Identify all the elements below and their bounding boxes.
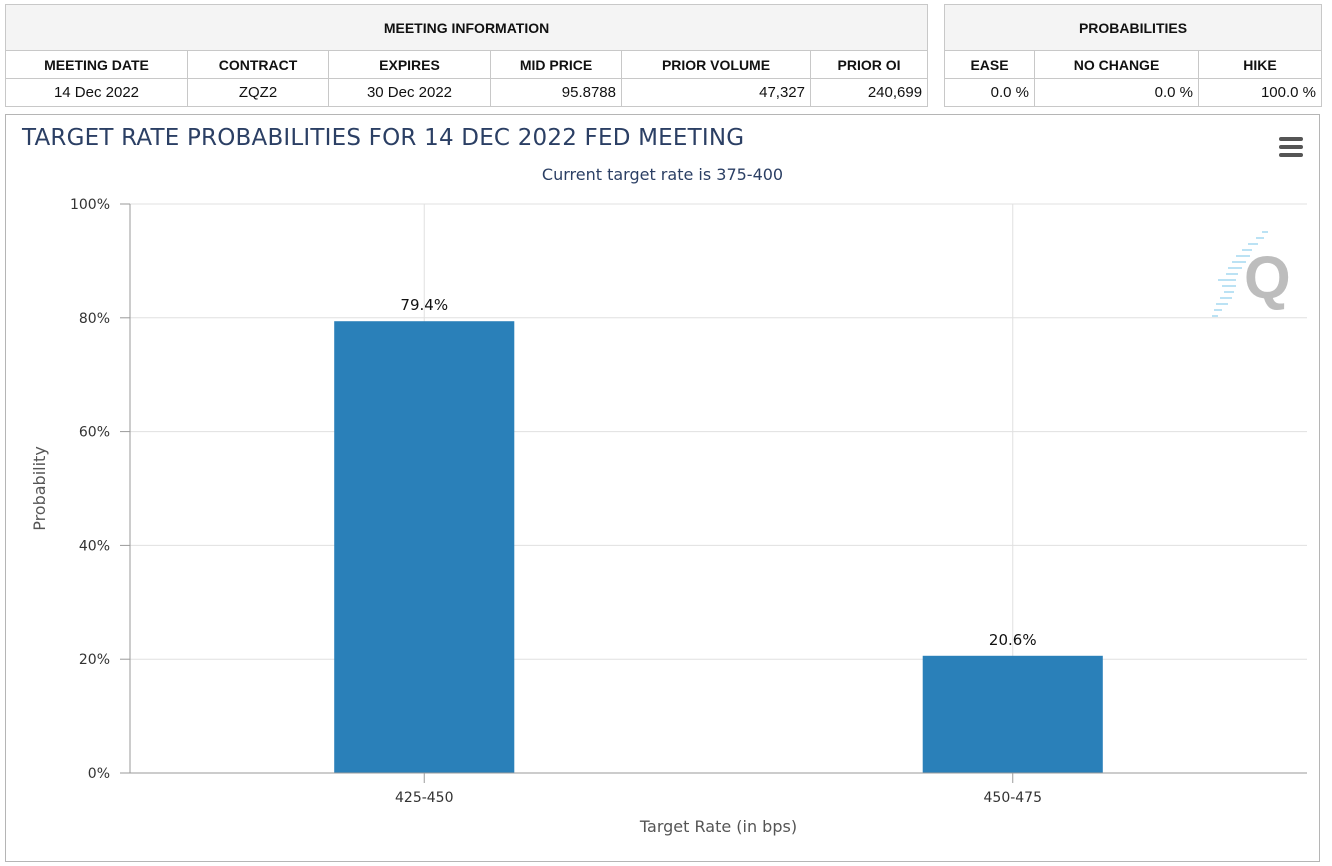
column-header-hike: HIKE — [1197, 50, 1323, 79]
y-tick-label: 80% — [79, 311, 110, 327]
table-row: 14 Dec 2022 ZQZ2 30 Dec 2022 95.8788 47,… — [5, 78, 929, 107]
y-tick-label: 40% — [79, 538, 110, 554]
ease-value: 0.0 % — [944, 78, 1035, 107]
x-tick-label: 425-450 — [395, 790, 454, 806]
meeting-date-value: 14 Dec 2022 — [5, 78, 188, 107]
meeting-information-header: MEETING INFORMATION — [4, 4, 929, 51]
target-rate-bar-chart: 0% 20% 40% 60% 80% 100% 79.4% 425-450 20.6% 450-4… — [30, 197, 1307, 836]
column-header-meeting-date: MEETING DATE — [5, 50, 188, 79]
column-header-prior-oi: PRIOR OI — [809, 50, 929, 79]
q-logo-watermark: Q — [1206, 210, 1306, 330]
contract-value: ZQZ2 — [187, 78, 329, 107]
y-tick-label: 60% — [79, 425, 110, 441]
column-header-prior-volume: PRIOR VOLUME — [621, 50, 811, 79]
prior-oi-value: 240,699 — [809, 78, 929, 107]
y-axis-title: Probability — [30, 446, 49, 531]
mid-price-value: 95.8788 — [490, 78, 622, 107]
column-header-ease: EASE — [944, 50, 1035, 79]
column-header-contract: CONTRACT — [187, 50, 329, 79]
data-label: 20.6% — [989, 631, 1037, 649]
chart-subtitle: Current target rate is 375-400 — [541, 165, 784, 184]
column-header-mid-price: MID PRICE — [490, 50, 622, 79]
watermark-letter: Q — [1244, 244, 1291, 311]
chart-panel: 0% 20% 40% 60% 80% 100% 79.4% 425-450 20.6% 450-4… — [5, 114, 1320, 862]
hamburger-menu-icon[interactable] — [1276, 135, 1304, 159]
probabilities-table: PROBABILITIES EASE NO CHANGE HIKE 0.0 % … — [943, 4, 1323, 107]
table-row: 0.0 % 0.0 % 100.0 % — [944, 78, 1323, 107]
x-tick-label: 450-475 — [984, 790, 1043, 806]
bar-450-475 — [922, 655, 1103, 773]
x-axis-title: Target Rate (in bps) — [639, 817, 797, 836]
no-change-value: 0.0 % — [1034, 78, 1199, 107]
hike-value: 100.0 % — [1197, 78, 1323, 107]
y-tick-label: 20% — [79, 652, 110, 668]
expires-value: 30 Dec 2022 — [328, 78, 491, 107]
meeting-information-table: MEETING INFORMATION MEETING DATE CONTRAC… — [4, 4, 929, 107]
column-header-no-change: NO CHANGE — [1034, 50, 1199, 79]
data-label: 79.4% — [400, 296, 448, 314]
column-header-expires: EXPIRES — [328, 50, 491, 79]
y-tick-label: 0% — [88, 766, 110, 782]
prior-volume-value: 47,327 — [621, 78, 811, 107]
chart-title: TARGET RATE PROBABILITIES FOR 14 DEC 202… — [22, 125, 745, 151]
probabilities-header: PROBABILITIES — [943, 4, 1323, 51]
bar-425-450 — [334, 321, 515, 773]
y-tick-label: 100% — [70, 197, 110, 213]
